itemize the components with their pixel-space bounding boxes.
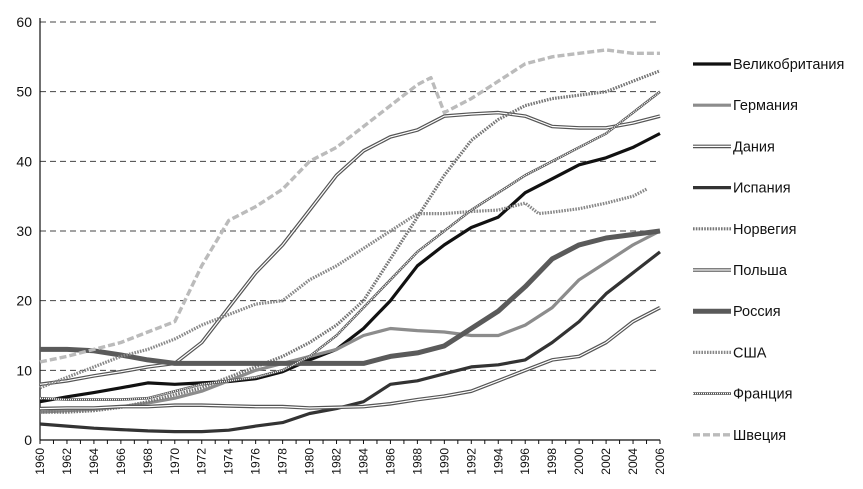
legend-label: Испания [733, 181, 791, 197]
x-tick-label: 1992 [464, 448, 478, 475]
x-tick-label: 1970 [168, 448, 182, 475]
x-tick-label: 1996 [518, 448, 532, 475]
series-line-5 [40, 69, 661, 414]
legend-label: Великобритания [733, 57, 844, 73]
legend-label: Швеция [733, 428, 786, 444]
axes: 0 10 20 30 40 50 60 1960 1962 1964 1966 1968 1970 197… [16, 14, 667, 475]
x-tick-label: 2004 [626, 448, 640, 475]
legend-label: Франция [733, 387, 792, 403]
legend-item: Франция [693, 387, 792, 403]
x-tick-label: 1972 [195, 448, 209, 475]
x-tick-label: 1962 [60, 448, 74, 475]
series-line-7 [40, 228, 661, 366]
legend-item: Великобритания [693, 57, 844, 73]
x-tick-label: 1968 [141, 448, 155, 475]
legend-item: Германия [693, 98, 798, 114]
y-tick-label: 10 [16, 362, 32, 378]
legend-label: Норвегия [733, 222, 796, 238]
x-tick-label: 2000 [572, 448, 586, 475]
series-line-10 [39, 48, 660, 364]
x-tick-label: 1960 [33, 448, 47, 475]
y-tick-label: 60 [16, 14, 32, 30]
y-tick-label: 20 [16, 293, 32, 309]
legend-item: США [693, 345, 767, 361]
series-lines [39, 48, 661, 434]
series-line-1 [39, 132, 661, 404]
y-tick-label: 30 [16, 223, 32, 239]
legend-label: Германия [733, 98, 798, 114]
x-tick-label: 1994 [491, 448, 505, 475]
legend-item: Норвегия [693, 222, 796, 238]
y-tick-label: 50 [16, 84, 32, 100]
legend-item: Швеция [693, 428, 786, 444]
x-tick-label: 1988 [410, 448, 424, 475]
series-line-9 [39, 90, 661, 401]
y-tick-label: 0 [24, 432, 32, 448]
legend-item: Россия [693, 304, 781, 320]
series-line-6 [39, 306, 661, 411]
x-tick-label: 1964 [87, 448, 101, 475]
legend-label: Дания [733, 139, 775, 155]
x-tick-label: 1974 [222, 448, 236, 475]
series-line-3 [39, 110, 661, 387]
legend-label: США [733, 345, 767, 361]
x-tick-label: 1976 [249, 448, 263, 475]
legend-item: Дания [693, 139, 775, 155]
legend-item: Испания [693, 181, 791, 197]
legend-label: Польша [733, 263, 788, 279]
x-tick-label: 1998 [545, 448, 559, 475]
x-tick-label: 1966 [114, 448, 128, 475]
legend-label: Россия [733, 304, 781, 320]
legend-item: Польша [693, 263, 788, 279]
x-tick-label: 1984 [356, 448, 370, 475]
legend: Великобритания Германия Дания Испания Норвег… [693, 57, 844, 444]
x-tick-label: 1982 [330, 448, 344, 475]
x-tick-label: 1980 [303, 448, 317, 475]
x-tick-label: 1990 [437, 448, 451, 475]
x-tick-label: 1986 [383, 448, 397, 475]
y-tick-label: 40 [16, 153, 32, 169]
x-tick-label: 2006 [653, 448, 667, 475]
x-tick-label: 2002 [599, 448, 613, 475]
x-tick-label: 1978 [276, 448, 290, 475]
grid [40, 21, 660, 371]
